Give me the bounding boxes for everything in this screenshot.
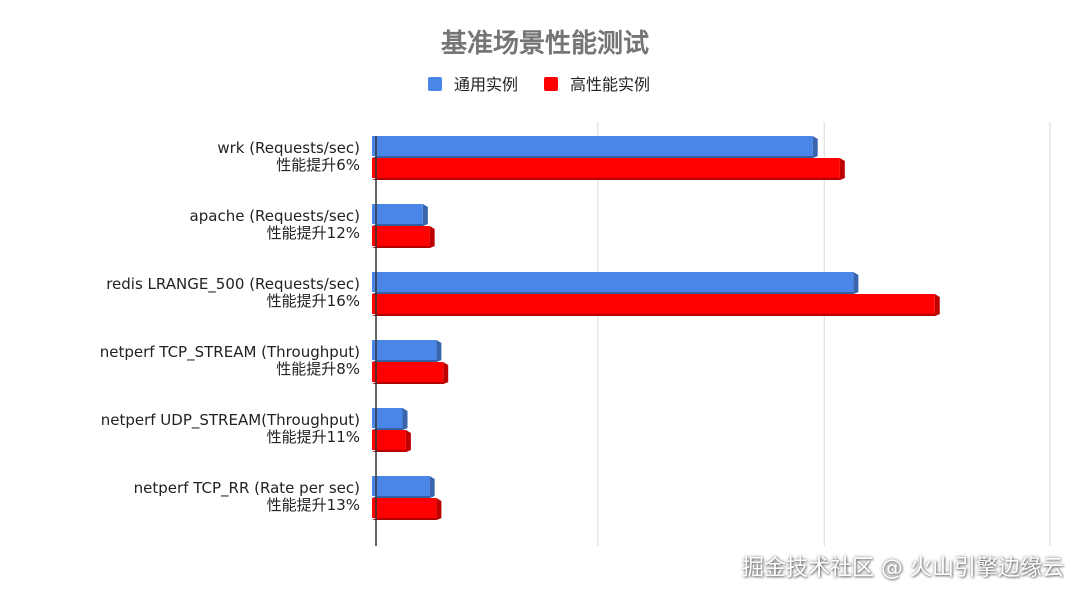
legend-label: 高性能实例 [570, 75, 650, 94]
bar [372, 362, 449, 384]
category-note: 性能提升6% [276, 156, 360, 174]
bar-bottom-face [372, 518, 442, 520]
category-note: 性能提升16% [267, 292, 360, 310]
category-label: netperf TCP_STREAM (Throughput) [100, 343, 360, 362]
bar-side-face [429, 476, 435, 498]
bar-bottom-face [372, 156, 818, 158]
bar-side-face [402, 408, 408, 430]
bar-side-face [934, 294, 940, 316]
bar-bottom-face [372, 428, 408, 430]
bar [372, 272, 859, 294]
category-label: netperf TCP_RR (Rate per sec) [134, 479, 360, 498]
bar [372, 136, 818, 158]
category-note: 性能提升11% [267, 428, 360, 446]
bar-front-face [372, 476, 430, 496]
bar-bottom-face [372, 246, 435, 248]
bar [372, 430, 411, 452]
bar-front-face [372, 362, 444, 382]
bar-bottom-face [372, 360, 442, 362]
bar-side-face [812, 136, 818, 158]
bar [372, 498, 442, 520]
bar-side-face [429, 226, 435, 248]
bar-front-face [372, 158, 840, 178]
category-label: apache (Requests/sec) [190, 207, 360, 225]
bar-front-face [372, 204, 423, 224]
bar-side-face [436, 498, 442, 520]
bar-bottom-face [372, 292, 859, 294]
bar-side-face [422, 204, 428, 226]
chart-title: 基准场景性能测试 [441, 28, 649, 59]
bar-front-face [372, 340, 437, 360]
bar [372, 226, 435, 248]
gridlines [597, 122, 1051, 546]
legend-label: 通用实例 [454, 75, 518, 94]
bar-bottom-face [372, 450, 411, 452]
bar-front-face [372, 272, 854, 292]
bar-bottom-face [372, 314, 940, 316]
bar [372, 408, 408, 430]
bar-side-face [436, 340, 442, 362]
bar-side-face [839, 158, 845, 180]
bar [372, 340, 442, 362]
category-label: wrk (Requests/sec) [217, 139, 360, 157]
watermark: 掘金技术社区 @ 火山引擎边缘云 [742, 556, 1064, 581]
bar-bottom-face [372, 382, 449, 384]
category-label: netperf UDP_STREAM(Throughput) [101, 411, 360, 430]
bars [372, 136, 940, 520]
legend-swatch [428, 77, 442, 91]
bar-bottom-face [372, 496, 435, 498]
category-note: 性能提升8% [276, 360, 360, 378]
bar-bottom-face [372, 224, 428, 226]
bar-front-face [372, 294, 935, 314]
bar [372, 158, 845, 180]
bar-front-face [372, 136, 813, 156]
bar-front-face [372, 226, 430, 246]
bar-front-face [372, 430, 406, 450]
category-labels: wrk (Requests/sec)性能提升6% apache (Requests… [100, 139, 360, 514]
bar-side-face [853, 272, 859, 294]
bar-bottom-face [372, 178, 845, 180]
category-label: redis LRANGE_500 (Requests/sec) [106, 275, 360, 294]
bar [372, 476, 435, 498]
bar-side-face [443, 362, 449, 384]
bar-front-face [372, 408, 403, 428]
bar-front-face [372, 498, 437, 518]
legend-swatch [544, 77, 558, 91]
category-note: 性能提升13% [267, 496, 360, 514]
category-note: 性能提升12% [267, 224, 360, 242]
bar [372, 204, 428, 226]
legend: 通用实例 高性能实例 [428, 75, 650, 94]
bar [372, 294, 940, 316]
bar-side-face [405, 430, 411, 452]
